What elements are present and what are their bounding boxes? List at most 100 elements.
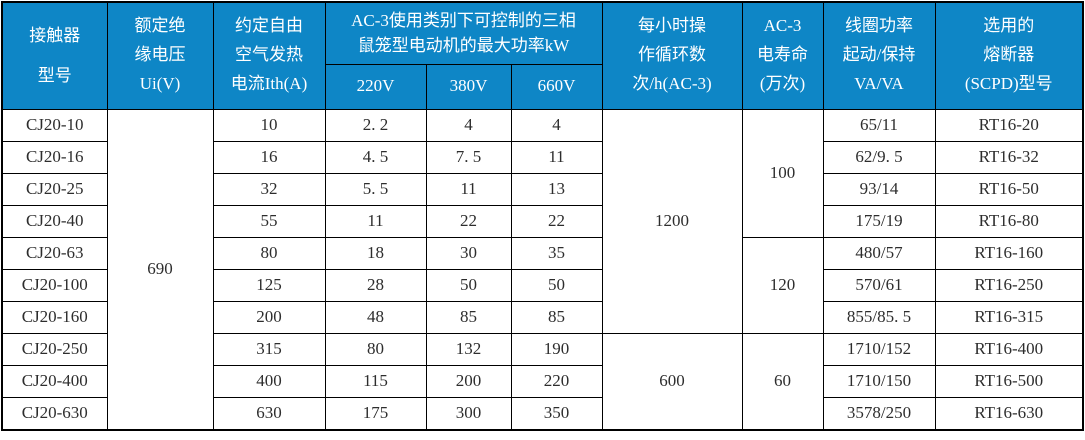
- table-row: CJ20-63 80 18 30 35 120 480/57 RT16-160: [1, 236, 1084, 334]
- cell-electrical-life: 60: [741, 332, 824, 430]
- cell-coil-power: 855/85. 5: [822, 300, 936, 334]
- table-row: CJ20-250 315 80 132 190 600 60 1710/152 RT16-400: [1, 332, 1084, 430]
- header-thermal-current: 约定自由 空气发热 电流Ith(A): [212, 1, 326, 110]
- cell-fuse-type: RT16-315: [934, 300, 1084, 334]
- header-coil-power: 线圈功率 起动/保持 VA/VA: [822, 1, 936, 110]
- cell-power-660v: 13: [510, 172, 603, 206]
- cell-power-380v: 300: [425, 396, 512, 430]
- contactor-spec-table: 接触器 型号 额定绝 缘电压 Ui(V) 约定自由 空气发热 电流Ith(A) …: [1, 1, 1084, 431]
- cell-model: CJ20-400: [1, 364, 108, 398]
- cell-power-220v: 80: [324, 332, 427, 366]
- cell-fuse-type: RT16-250: [934, 268, 1084, 302]
- cell-coil-power: 570/61: [822, 268, 936, 302]
- cell-fuse-type: RT16-500: [934, 364, 1084, 398]
- header-row-sub: 220V 380V 660V: [2, 63, 1083, 110]
- header-660v: 660V: [510, 63, 603, 110]
- cell-fuse-type: RT16-32: [934, 140, 1084, 174]
- header-380v: 380V: [425, 63, 512, 110]
- cell-power-220v: 115: [324, 364, 427, 398]
- cell-power-220v: 28: [324, 268, 427, 302]
- cell-coil-power: 3578/250: [822, 396, 936, 430]
- cell-thermal-current: 16: [212, 140, 326, 174]
- header-row-top: 接触器 型号 额定绝 缘电压 Ui(V) 约定自由 空气发热 电流Ith(A) …: [1, 1, 1084, 110]
- cell-power-660v: 50: [510, 268, 603, 302]
- table-row: CJ20-16 16 4. 5 7. 5 11 62/9. 5 RT16-32: [1, 140, 1084, 174]
- cell-fuse-type: RT16-80: [934, 204, 1084, 238]
- table-body: CJ20-10 690 10 2. 2 4 4 1200 100 65/11 RT16-20 CJ2…: [1, 108, 1084, 430]
- cell-thermal-current: 10: [212, 108, 326, 142]
- cell-power-380v: 200: [425, 364, 512, 398]
- cell-thermal-current: 80: [212, 236, 326, 270]
- table-row: CJ20-40 55 11 22 22 175/19 RT16-80: [1, 204, 1084, 238]
- cell-fuse-type: RT16-160: [934, 236, 1084, 270]
- cell-coil-power: 1710/152: [822, 332, 936, 366]
- cell-electrical-life: 100: [741, 108, 824, 238]
- cell-power-660v: 85: [510, 300, 603, 334]
- cell-power-220v: 175: [324, 396, 427, 430]
- table-row: CJ20-630 630 175 300 350 3578/250 RT16-630: [1, 396, 1084, 430]
- cell-thermal-current: 630: [212, 396, 326, 430]
- table-row: CJ20-100 125 28 50 50 570/61 RT16-250: [1, 268, 1084, 302]
- cell-thermal-current: 315: [212, 332, 326, 366]
- cell-power-660v: 35: [510, 236, 603, 270]
- cell-insulation-voltage: 690: [106, 108, 214, 430]
- cell-operating-cycles: 600: [601, 332, 743, 430]
- cell-fuse-type: RT16-400: [934, 332, 1084, 366]
- cell-thermal-current: 55: [212, 204, 326, 238]
- cell-power-660v: 4: [510, 108, 603, 142]
- cell-power-380v: 22: [425, 204, 512, 238]
- cell-power-660v: 22: [510, 204, 603, 238]
- cell-thermal-current: 32: [212, 172, 326, 206]
- cell-fuse-type: RT16-630: [934, 396, 1084, 430]
- cell-power-380v: 132: [425, 332, 512, 366]
- cell-power-380v: 85: [425, 300, 512, 334]
- cell-thermal-current: 125: [212, 268, 326, 302]
- cell-model: CJ20-630: [1, 396, 108, 430]
- cell-model: CJ20-63: [1, 236, 108, 270]
- cell-power-660v: 350: [510, 396, 603, 430]
- cell-power-220v: 2. 2: [324, 108, 427, 142]
- cell-power-660v: 190: [510, 332, 603, 366]
- table-row: CJ20-25 32 5. 5 11 13 93/14 RT16-50: [1, 172, 1084, 206]
- header-220v: 220V: [324, 63, 427, 110]
- cell-fuse-type: RT16-20: [934, 108, 1084, 142]
- header-insulation-voltage: 额定绝 缘电压 Ui(V): [106, 1, 214, 110]
- cell-model: CJ20-10: [1, 108, 108, 142]
- cell-power-660v: 220: [510, 364, 603, 398]
- cell-power-220v: 5. 5: [324, 172, 427, 206]
- cell-power-220v: 4. 5: [324, 140, 427, 174]
- cell-operating-cycles: 1200: [601, 108, 743, 334]
- cell-power-380v: 50: [425, 268, 512, 302]
- cell-model: CJ20-16: [1, 140, 108, 174]
- cell-model: CJ20-250: [1, 332, 108, 366]
- cell-model: CJ20-40: [1, 204, 108, 238]
- cell-model: CJ20-25: [1, 172, 108, 206]
- cell-power-380v: 4: [425, 108, 512, 142]
- cell-fuse-type: RT16-50: [934, 172, 1084, 206]
- header-max-power-group: AC-3使用类别下可控制的三相 鼠笼型电动机的最大功率kW: [324, 1, 603, 65]
- cell-power-220v: 11: [324, 204, 427, 238]
- cell-power-660v: 11: [510, 140, 603, 174]
- cell-coil-power: 175/19: [822, 204, 936, 238]
- cell-coil-power: 480/57: [822, 236, 936, 270]
- table-row: CJ20-10 690 10 2. 2 4 4 1200 100 65/11 RT16-20: [1, 108, 1084, 430]
- cell-power-380v: 30: [425, 236, 512, 270]
- table-row: CJ20-160 200 48 85 85 855/85. 5 RT16-315: [1, 300, 1084, 334]
- cell-model: CJ20-160: [1, 300, 108, 334]
- cell-coil-power: 62/9. 5: [822, 140, 936, 174]
- cell-coil-power: 65/11: [822, 108, 936, 142]
- header-operating-cycles: 每小时操 作循环数 次/h(AC-3): [601, 1, 743, 110]
- header-model: 接触器 型号: [1, 1, 108, 110]
- cell-thermal-current: 200: [212, 300, 326, 334]
- cell-coil-power: 93/14: [822, 172, 936, 206]
- cell-power-220v: 48: [324, 300, 427, 334]
- cell-power-380v: 7. 5: [425, 140, 512, 174]
- table-row: CJ20-400 400 115 200 220 1710/150 RT16-500: [1, 364, 1084, 398]
- header-fuse-type: 选用的 熔断器 (SCPD)型号: [934, 1, 1084, 110]
- cell-power-220v: 18: [324, 236, 427, 270]
- cell-electrical-life: 120: [741, 236, 824, 334]
- cell-model: CJ20-100: [1, 268, 108, 302]
- header-electrical-life: AC-3 电寿命 (万次): [741, 1, 824, 110]
- cell-coil-power: 1710/150: [822, 364, 936, 398]
